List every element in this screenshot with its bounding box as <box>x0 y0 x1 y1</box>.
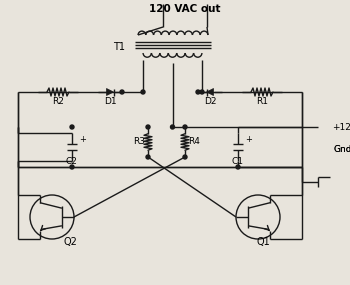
Text: R4: R4 <box>188 137 200 146</box>
Circle shape <box>200 90 204 94</box>
Polygon shape <box>206 89 214 95</box>
Circle shape <box>170 125 175 129</box>
Circle shape <box>236 165 240 169</box>
Text: Gnd: Gnd <box>333 144 350 154</box>
Text: C1: C1 <box>231 156 243 166</box>
Text: Q1: Q1 <box>256 237 270 247</box>
Circle shape <box>146 125 150 129</box>
Polygon shape <box>106 89 113 95</box>
Circle shape <box>70 125 74 129</box>
Circle shape <box>196 90 200 94</box>
Text: C2: C2 <box>65 156 77 166</box>
Text: +: + <box>245 135 252 144</box>
Circle shape <box>141 90 145 94</box>
Text: Gnd: Gnd <box>333 144 350 154</box>
Text: 120 VAC out: 120 VAC out <box>149 4 221 14</box>
Text: R2: R2 <box>52 97 64 105</box>
Text: +12V: +12V <box>332 123 350 131</box>
Text: T1: T1 <box>113 42 125 52</box>
Text: D2: D2 <box>204 97 216 105</box>
Circle shape <box>70 165 74 169</box>
Text: R3: R3 <box>133 137 145 146</box>
Circle shape <box>183 125 187 129</box>
Text: D1: D1 <box>104 97 116 105</box>
Circle shape <box>146 155 150 159</box>
Text: Q2: Q2 <box>63 237 77 247</box>
Circle shape <box>183 155 187 159</box>
Text: +: + <box>79 135 86 144</box>
Circle shape <box>120 90 124 94</box>
Text: R1: R1 <box>256 97 268 105</box>
